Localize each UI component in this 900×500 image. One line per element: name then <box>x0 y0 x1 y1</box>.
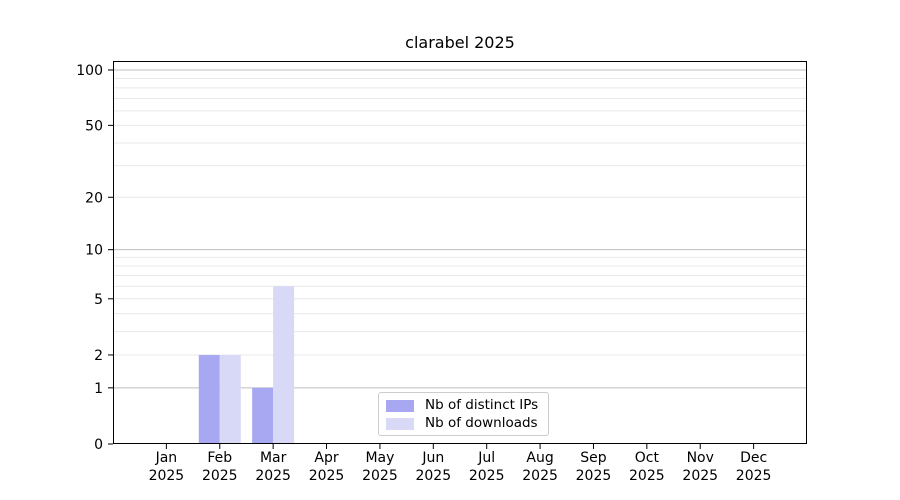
major-gridlines <box>114 69 806 389</box>
y-tick-label: 5 <box>94 292 103 308</box>
x-tick-label-month: Feb <box>207 450 232 466</box>
y-tick-label: 10 <box>85 243 103 259</box>
x-tick-label-month: Jul <box>477 450 495 466</box>
x-tick-label-month: Jan <box>155 450 178 466</box>
x-tick-label-month: Nov <box>687 450 714 466</box>
x-tick-label-year: 2025 <box>522 468 558 484</box>
x-tick-label-year: 2025 <box>576 468 612 484</box>
bar-nb-of-downloads-feb <box>219 354 241 444</box>
x-tick-label-year: 2025 <box>309 468 345 484</box>
legend: Nb of distinct IPs Nb of downloads <box>378 392 550 436</box>
x-tick-label-year: 2025 <box>682 468 718 484</box>
plot-border <box>113 61 807 444</box>
x-tick-label-month: Aug <box>526 450 553 466</box>
x-tick-label-month: May <box>365 450 394 466</box>
x-tick-label-year: 2025 <box>362 468 398 484</box>
legend-item-downloads: Nb of downloads <box>386 416 538 431</box>
legend-swatch-downloads <box>386 417 414 430</box>
x-tick-label-year: 2025 <box>149 468 185 484</box>
x-tick-label-year: 2025 <box>415 468 451 484</box>
y-tick-label: 0 <box>94 437 103 453</box>
chart-title: clarabel 2025 <box>405 33 515 52</box>
legend-label-downloads: Nb of downloads <box>425 415 538 431</box>
x-tick-label-year: 2025 <box>736 468 772 484</box>
bar-nb-of-distinct-ips-mar <box>252 387 274 444</box>
x-axis: Jan 2025 Feb 2025 Mar 2025 Apr 2025 May 2025 Jun 20… <box>149 444 772 484</box>
x-tick-label-month: Apr <box>314 450 338 466</box>
bar-nb-of-downloads-mar <box>273 286 295 444</box>
x-tick-label-month: Sep <box>580 450 607 466</box>
y-tick-label: 2 <box>94 348 103 364</box>
x-tick-label-year: 2025 <box>202 468 238 484</box>
legend-label-distinct-ips: Nb of distinct IPs <box>425 397 539 413</box>
x-tick-label-month: Oct <box>635 450 660 466</box>
x-tick-label-month: Mar <box>260 450 287 466</box>
x-tick-label-year: 2025 <box>255 468 291 484</box>
x-tick-label-year: 2025 <box>629 468 665 484</box>
bars <box>198 286 295 444</box>
x-tick-label-month: Jun <box>421 450 444 466</box>
y-axis: 0 1 2 5 10 20 50 100 <box>76 63 113 453</box>
x-tick-label-year: 2025 <box>469 468 505 484</box>
legend-item-distinct-ips: Nb of distinct IPs <box>386 398 538 413</box>
legend-swatch-distinct-ips <box>386 399 414 412</box>
y-tick-label: 100 <box>76 63 103 79</box>
x-tick-label-month: Dec <box>740 450 767 466</box>
bar-nb-of-distinct-ips-feb <box>198 354 220 444</box>
y-tick-label: 50 <box>85 118 103 134</box>
y-tick-label: 20 <box>85 190 103 206</box>
minor-gridlines <box>114 77 806 356</box>
y-tick-label: 1 <box>94 381 103 397</box>
